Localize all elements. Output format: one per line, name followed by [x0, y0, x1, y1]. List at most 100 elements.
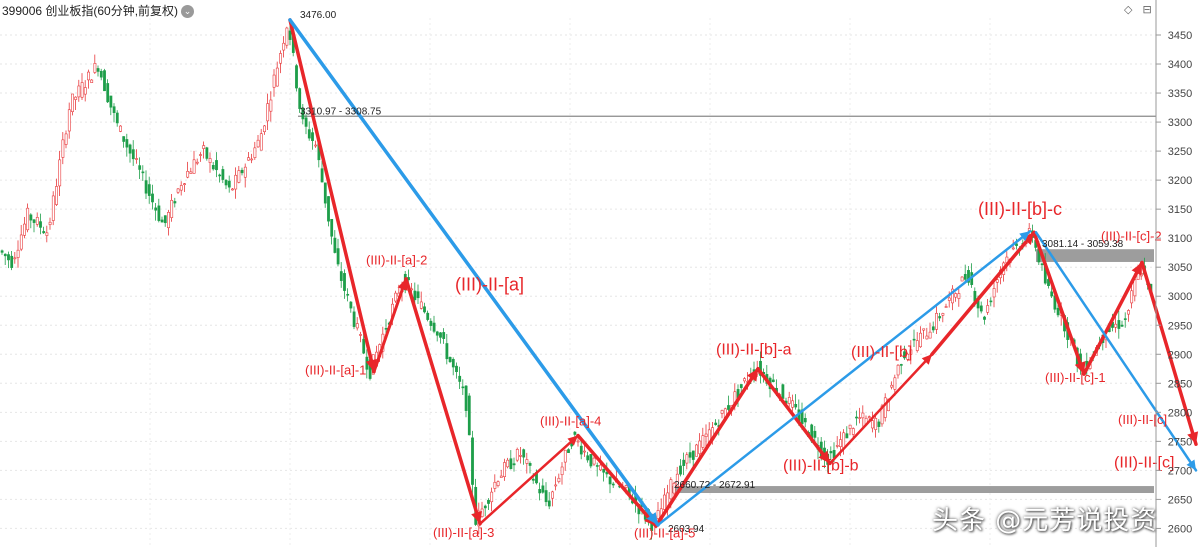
candle-up: [179, 185, 183, 191]
blue-wave-c-head: [1186, 459, 1196, 471]
candle-down: [989, 300, 993, 303]
candle-up: [48, 221, 52, 225]
candle-down: [602, 468, 606, 473]
candle-up: [266, 103, 270, 122]
wave-label: (III)-II-[b]-c: [978, 199, 1062, 219]
candle-down: [32, 219, 36, 223]
candle-up: [557, 477, 561, 482]
candle-up: [672, 483, 676, 494]
candle-down: [611, 483, 615, 486]
candle-up: [867, 416, 871, 418]
candle-up: [74, 96, 78, 100]
candle-up: [314, 144, 318, 147]
candle-down: [96, 68, 100, 72]
y-tick-label: 3350: [1168, 88, 1192, 100]
candle-up: [893, 377, 897, 390]
red-wave-b-c: [930, 230, 1036, 357]
candle-down: [307, 129, 311, 139]
candle-down: [3, 253, 7, 257]
red-wave-a2: [372, 277, 408, 374]
price-zone: [1036, 249, 1154, 262]
candle-up: [285, 27, 289, 46]
diamond-icon[interactable]: ◇: [1124, 4, 1133, 16]
candle-up: [685, 454, 689, 464]
collapse-icon[interactable]: ⊟: [1142, 4, 1152, 16]
candle-down: [224, 180, 228, 186]
red-wave-c3: [1140, 260, 1198, 447]
y-tick-label: 3300: [1168, 117, 1192, 129]
candle-down: [211, 165, 215, 170]
candle-up: [883, 397, 887, 418]
candle-up: [1127, 310, 1130, 315]
wave-label: (III)-II-[b]-a: [716, 341, 792, 358]
candle-up: [90, 79, 94, 83]
candle-up: [791, 400, 794, 408]
candle-up: [835, 445, 839, 447]
candle-down: [295, 65, 298, 89]
candle-up: [576, 440, 580, 443]
candle-down: [141, 171, 145, 174]
y-tick-label: 3100: [1168, 233, 1192, 245]
chart-toolbar: ◇ ⊟: [1124, 3, 1162, 16]
candle-up: [93, 63, 97, 73]
candle-down: [531, 478, 535, 481]
candle-down: [1047, 279, 1050, 286]
candle-up: [992, 288, 996, 298]
candle-up: [669, 479, 673, 500]
candle-up: [170, 199, 174, 218]
candle-down: [1056, 307, 1060, 316]
chart-title: 399006 创业板指(60分钟,前复权): [2, 4, 179, 18]
candle-up: [915, 340, 919, 351]
red-wave-b-c1: [828, 353, 934, 465]
candle-down: [339, 271, 343, 281]
candle-up: [848, 424, 852, 429]
red-wave-c1-head: [1074, 361, 1086, 375]
chevron-down-icon[interactable]: ⌄: [181, 5, 195, 19]
candle-up: [551, 491, 554, 499]
candle-down: [128, 144, 132, 154]
chart-labels: 3476.00 3310.97 - 3308.75 3081.14 - 3059.3…: [300, 10, 1174, 541]
candle-up: [922, 328, 926, 331]
candle-down: [963, 274, 967, 280]
candle-up: [269, 99, 273, 112]
candle-up: [842, 432, 846, 449]
candle-up: [656, 510, 660, 519]
candle-up: [51, 195, 55, 221]
candle-up: [896, 364, 900, 376]
candle-down: [586, 455, 590, 461]
red-wave-c3-head: [1187, 431, 1199, 445]
candle-down: [512, 463, 516, 466]
candle-down: [448, 356, 452, 362]
candle-up: [234, 174, 238, 190]
candle-down: [147, 184, 151, 196]
candle-down: [42, 231, 46, 234]
candle-up: [954, 293, 958, 298]
y-tick-label: 3150: [1168, 204, 1192, 216]
candle-down: [384, 328, 388, 330]
candle-down: [221, 169, 225, 180]
candle-down: [855, 416, 858, 419]
candle-up: [192, 159, 196, 174]
candle-up: [58, 159, 62, 187]
candle-up: [1011, 247, 1015, 250]
candle-up: [189, 171, 193, 174]
candle-down: [163, 215, 167, 224]
red-wave-a2-head: [397, 278, 408, 291]
candle-up: [253, 147, 257, 158]
price-zone: [672, 486, 1154, 494]
candle-down: [106, 83, 110, 103]
candle-down: [608, 476, 612, 485]
candle-up: [135, 158, 138, 160]
candle-up: [67, 109, 71, 132]
candle-up: [941, 313, 945, 316]
blue-wave-a-head: [646, 512, 658, 525]
candle-down: [899, 364, 903, 366]
candle-up: [890, 384, 894, 388]
candle-down: [432, 322, 436, 332]
candle-down: [435, 331, 439, 336]
wave-label: (III)-II-[c]: [1118, 412, 1167, 427]
candle-down: [579, 445, 583, 455]
wave-label: (III)-II-[a]: [455, 274, 524, 294]
red-wave-c2: [1082, 260, 1144, 376]
candle-up: [202, 145, 206, 149]
